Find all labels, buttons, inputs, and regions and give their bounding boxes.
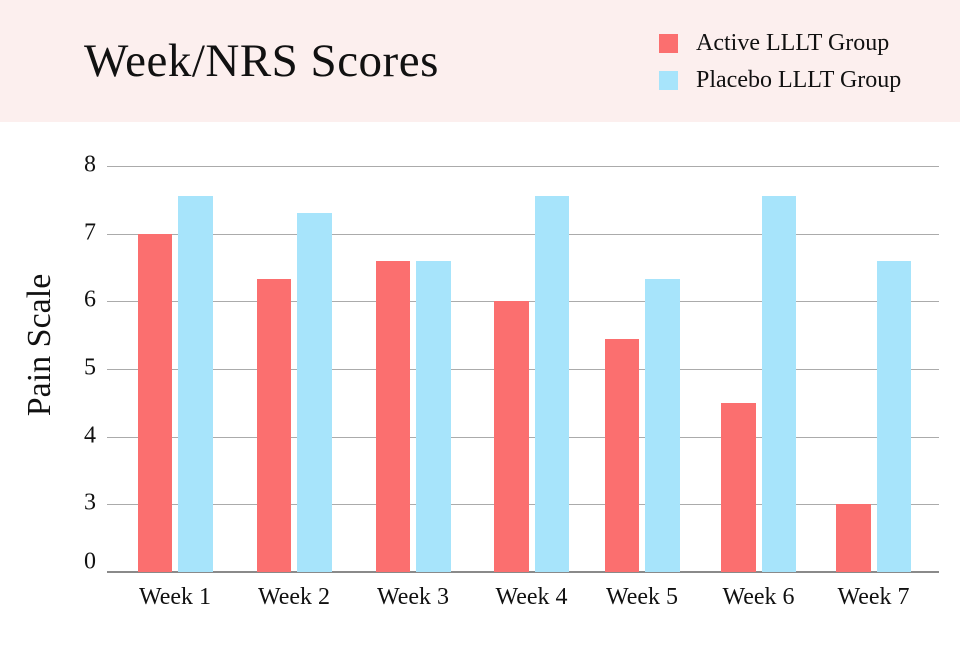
placebo-bar: [178, 196, 213, 572]
legend-label: Placebo LLLT Group: [696, 66, 902, 93]
placebo-series-swatch-icon: [659, 70, 678, 90]
active-bar: [256, 278, 291, 572]
y-tick-label: 6: [84, 286, 96, 313]
gridline: [107, 233, 939, 235]
chart-title: Week/NRS Scores: [84, 35, 439, 87]
gridline: [107, 166, 939, 167]
x-tick-label: Week 4: [495, 584, 568, 610]
x-tick-label: Week 2: [257, 584, 331, 610]
active-bar: [604, 338, 639, 572]
active-bar: [137, 233, 172, 572]
legend-item-active: Active LLLT Group: [659, 29, 901, 56]
x-tick-label: Week 1: [138, 584, 212, 610]
placebo-bar: [876, 260, 911, 572]
active-series-swatch-icon: [659, 33, 678, 53]
x-axis-baseline: [107, 571, 939, 573]
placebo-bar: [534, 196, 569, 572]
chart-header: Week/NRS Scores Active LLLT Group Placeb…: [0, 0, 960, 122]
active-bar: [375, 260, 410, 572]
y-tick-label: 8: [84, 151, 96, 178]
y-tick-label: 7: [84, 219, 96, 246]
placebo-bar: [416, 260, 451, 572]
x-tick-label: Week 7: [837, 584, 910, 610]
placebo-bar: [645, 278, 680, 572]
legend-item-placebo: Placebo LLLT Group: [659, 66, 902, 93]
active-bar: [721, 402, 756, 572]
placebo-bar: [297, 213, 332, 572]
legend-label: Active LLLT Group: [696, 29, 890, 56]
y-tick-label: 5: [84, 354, 96, 381]
legend: Active LLLT Group Placebo LLLT Group: [659, 29, 902, 105]
x-tick-label: Week 3: [376, 584, 450, 610]
x-tick-label: Week 6: [722, 584, 795, 610]
y-tick-label: 0: [84, 547, 96, 574]
y-tick-label: 3: [84, 489, 96, 516]
y-tick-label: 4: [84, 422, 96, 449]
active-bar: [494, 301, 529, 572]
active-bar: [836, 504, 871, 572]
x-tick-label: Week 5: [605, 584, 679, 610]
placebo-bar: [761, 196, 796, 572]
